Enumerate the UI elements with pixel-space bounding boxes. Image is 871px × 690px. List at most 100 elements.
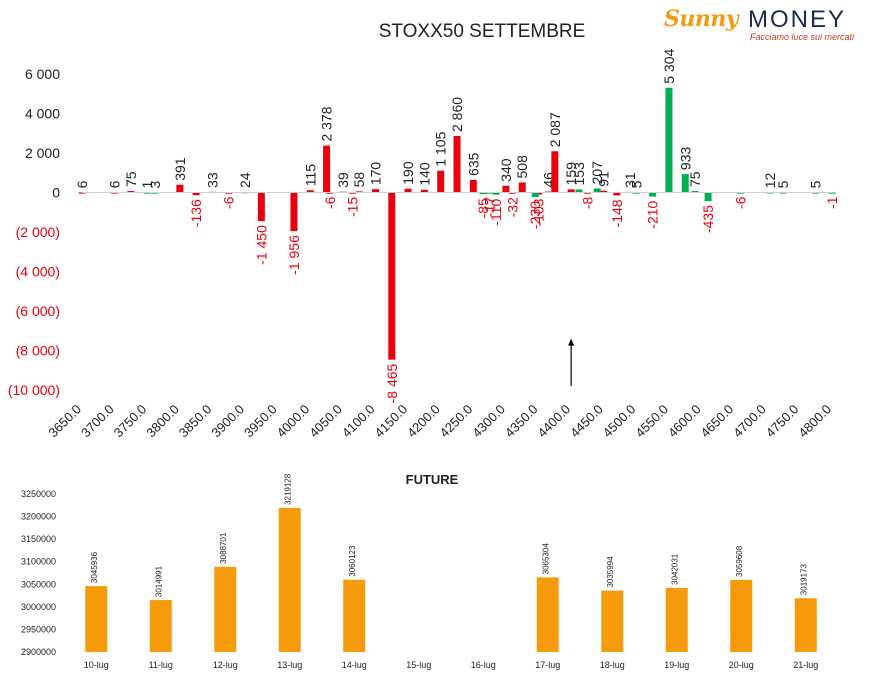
bar (176, 184, 184, 193)
data-label: 2 860 (449, 97, 465, 132)
bar (404, 188, 412, 193)
x-tick-label: 4450.0 (567, 402, 606, 441)
future-x-tick-label: 17-lug (535, 660, 560, 670)
bar (567, 189, 575, 193)
data-label: 33 (204, 172, 220, 188)
data-label: 115 (302, 164, 318, 187)
future-data-label: 3088701 (219, 532, 228, 564)
data-label: -6 (221, 196, 237, 209)
future-y-tick-label: 3000000 (21, 602, 56, 612)
future-bar (214, 566, 237, 652)
data-label: -103 (531, 198, 547, 226)
future-data-label: 3045936 (90, 551, 99, 583)
bar (691, 191, 699, 193)
data-label: -15 (345, 197, 361, 217)
future-bar (794, 598, 817, 652)
x-tick-label: 4700.0 (730, 402, 769, 441)
data-label: 75 (687, 171, 703, 187)
logo-tagline: Facciamo luce sui mercati (750, 32, 855, 42)
future-x-tick-label: 19-lug (664, 660, 689, 670)
data-label: 5 (628, 180, 644, 188)
bar (326, 192, 334, 194)
x-tick-label: 3950.0 (241, 402, 280, 441)
data-label: -210 (645, 200, 661, 228)
data-label: 12 (762, 172, 778, 188)
future-bar (85, 586, 108, 652)
future-x-tick-label: 14-lug (342, 660, 367, 670)
logo-brand-money: MONEY (748, 6, 847, 33)
bar (828, 192, 836, 194)
x-tick-label: 4100.0 (339, 402, 378, 441)
data-label: -136 (188, 199, 204, 227)
data-label: -148 (609, 199, 625, 227)
data-label: -85 (475, 198, 491, 218)
x-tick-label: 4600.0 (665, 402, 704, 441)
future-data-label: 3059608 (735, 545, 744, 577)
x-tick-label: 4000.0 (274, 402, 313, 441)
x-tick-label: 4150.0 (371, 402, 410, 441)
x-tick-label: 4400.0 (535, 402, 574, 441)
data-label: 508 (514, 155, 530, 179)
future-y-tick-label: 3100000 (21, 557, 56, 567)
bar (486, 192, 494, 194)
logo-brand-sunny: Sunny (664, 6, 739, 32)
data-label: -1 956 (286, 235, 302, 275)
bar (306, 190, 314, 193)
bar (420, 189, 428, 193)
data-label: 31 (622, 172, 638, 188)
bar (518, 182, 526, 193)
bar (531, 192, 539, 198)
bar (257, 192, 265, 222)
data-label: 6 (74, 180, 90, 188)
data-label: 340 (498, 158, 514, 182)
data-label: 207 (589, 161, 605, 185)
bar (600, 190, 608, 193)
future-bar (149, 600, 172, 652)
data-label: 153 (571, 162, 587, 186)
data-label: -6 (733, 196, 749, 209)
y-tick-label: 6 000 (25, 66, 60, 82)
data-label: -6 (322, 196, 338, 209)
bar (649, 192, 657, 197)
y-tick-label: (2 000) (16, 224, 60, 240)
x-tick-label: 4650.0 (698, 402, 737, 441)
x-tick-label: 4750.0 (763, 402, 802, 441)
chart-title: STOXX50 SETTEMBRE (379, 21, 586, 42)
future-data-label: 3042031 (671, 553, 680, 585)
data-label: 933 (677, 147, 693, 171)
bar (355, 191, 363, 193)
bar (583, 192, 591, 194)
future-y-tick-label: 3200000 (21, 512, 56, 522)
x-tick-label: 3850.0 (176, 402, 215, 441)
bar (323, 145, 331, 193)
stoxx50-chart: STOXX50 SETTEMBRE 6 000 4 000 2 000 0 (2 000)… (8, 21, 840, 440)
data-label: -1 450 (253, 225, 269, 265)
data-label: 170 (367, 162, 383, 186)
data-label: 391 (172, 157, 188, 181)
bar (453, 136, 461, 193)
data-label: 5 (775, 180, 791, 188)
data-label: 635 (465, 152, 481, 176)
data-label: -8 465 (384, 363, 400, 403)
future-bar (665, 587, 688, 652)
data-label: 39 (335, 172, 351, 188)
future-bar (536, 577, 559, 652)
future-x-tick-label: 16-lug (471, 660, 496, 670)
annotation-arrow-head (568, 338, 575, 346)
x-tick-label: 3800.0 (143, 402, 182, 441)
x-tick-label: 4550.0 (632, 402, 671, 441)
data-label: 5 (808, 180, 824, 188)
future-chart: FUTURE 2900000 2950000 3000000 3050000 310000… (21, 472, 818, 670)
future-y-tick-label: 2900000 (21, 647, 56, 657)
sunny-money-logo: Sunny MONEY Facciamo luce sui mercati (664, 6, 864, 46)
bar (469, 179, 477, 193)
data-label: 6 (107, 180, 123, 188)
data-label: 2 378 (319, 106, 335, 141)
x-tick-label: 4500.0 (600, 402, 639, 441)
data-label: 5 304 (661, 48, 677, 83)
x-tick-label: 4300.0 (469, 402, 508, 441)
data-label: -8 (579, 196, 595, 209)
data-label: -110 (488, 198, 504, 225)
future-y-tick-label: 3050000 (21, 579, 56, 589)
bar (127, 191, 135, 193)
